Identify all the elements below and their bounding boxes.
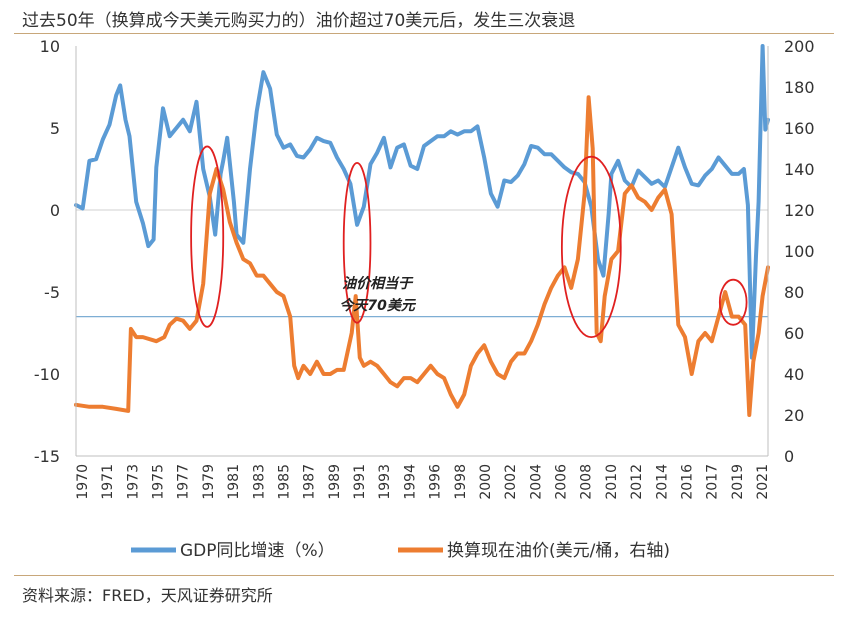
x-tick-label: 2017: [705, 464, 721, 500]
annotation-layer: 油价相当于 今天70美元: [339, 275, 416, 314]
source-rule: [14, 575, 834, 576]
x-tick-label: 1991: [352, 464, 368, 500]
highlight-ellipse-layer: [190, 145, 748, 338]
x-tick-label: 1998: [453, 464, 469, 500]
x-tick-label: 1987: [302, 464, 318, 500]
x-tick-label: 2010: [604, 464, 620, 500]
right-tick-label: 200: [784, 37, 815, 56]
x-tick-label: 1981: [226, 464, 242, 500]
x-tick-label: 2006: [554, 464, 570, 500]
legend-label-oil: 换算现在油价(美元/桶，右轴): [447, 541, 670, 561]
left-tick-label: -5: [44, 283, 60, 302]
x-tick-label: 2004: [528, 464, 544, 500]
x-tick-label: 1996: [428, 464, 444, 500]
left-tick-label: 10: [40, 37, 60, 56]
right-tick-label: 0: [784, 447, 794, 466]
legend: GDP同比增速（%） 换算现在油价(美元/桶，右轴): [131, 541, 670, 561]
right-tick-label: 140: [784, 160, 815, 179]
right-tick-label: 100: [784, 242, 815, 261]
right-tick-label: 180: [784, 78, 815, 97]
left-tick-label: 5: [50, 119, 60, 138]
chart-svg: 1050-5-10-152001801601401201008060402001…: [34, 37, 815, 561]
highlight-ellipse: [718, 278, 748, 326]
axis-layer: 1050-5-10-152001801601401201008060402001…: [34, 37, 815, 500]
x-tick-label: 2000: [478, 464, 494, 500]
title-rule: [14, 33, 834, 34]
highlight-ellipse: [342, 161, 372, 324]
x-tick-label: 1970: [75, 464, 91, 500]
x-tick-label: 1971: [100, 464, 116, 500]
legend-label-gdp: GDP同比增速（%）: [180, 541, 335, 561]
x-tick-label: 2021: [755, 464, 771, 500]
annotation-line-2: 今天70美元: [339, 297, 416, 314]
series-layer: [74, 44, 770, 417]
right-tick-label: 40: [784, 365, 804, 384]
left-tick-label: -15: [34, 447, 60, 466]
source-note: 资料来源：FRED，天风证券研究所: [22, 586, 273, 605]
right-tick-label: 20: [784, 406, 804, 425]
x-tick-label: 1985: [276, 464, 292, 500]
gdp-growth-line: [74, 44, 770, 360]
x-tick-label: 1989: [327, 464, 343, 500]
annotation-line-1: 油价相当于: [342, 275, 414, 292]
x-tick-label: 2008: [579, 464, 595, 500]
x-tick-label: 1993: [377, 464, 393, 500]
chart-title: 过去50年（换算成今天美元购买力的）油价超过70美元后，发生三次衰退: [22, 11, 576, 31]
x-tick-label: 2012: [629, 464, 645, 500]
right-tick-label: 80: [784, 283, 804, 302]
x-tick-label: 1979: [201, 464, 217, 500]
x-tick-label: 2014: [654, 464, 670, 500]
right-tick-label: 120: [784, 201, 815, 220]
oil-price-line: [74, 95, 770, 417]
left-tick-label: -10: [34, 365, 60, 384]
x-tick-label: 1975: [151, 464, 167, 500]
x-tick-label: 1994: [402, 464, 418, 500]
highlight-ellipse: [560, 155, 622, 338]
highlight-ellipse: [190, 145, 225, 328]
x-tick-label: 2016: [679, 464, 695, 500]
x-tick-label: 2002: [503, 464, 519, 500]
right-tick-label: 160: [784, 119, 815, 138]
left-tick-label: 0: [50, 201, 60, 220]
x-tick-label: 1983: [251, 464, 267, 500]
x-tick-label: 1977: [176, 464, 192, 500]
right-tick-label: 60: [784, 324, 804, 343]
x-tick-label: 1973: [125, 464, 141, 500]
x-tick-label: 2019: [730, 464, 746, 500]
